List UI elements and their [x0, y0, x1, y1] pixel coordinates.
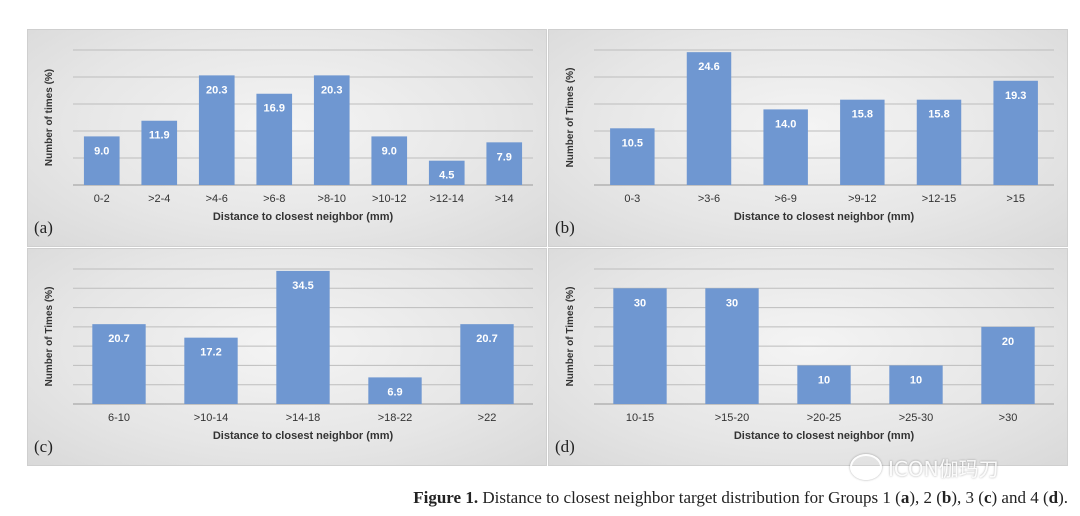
- x-axis-label: Distance to closest neighbor (mm): [213, 430, 394, 442]
- chart-panel-d: 30 10-15 30 >15-20 10 >20-25 10 >25-30 20 >30 Dist…: [548, 248, 1068, 466]
- y-axis-label: Number of Times (%): [565, 68, 576, 168]
- data-label: 15.8: [852, 109, 873, 121]
- bar->25-30: [889, 365, 943, 404]
- y-axis-label: Number of Times (%): [565, 287, 576, 387]
- bar->12-15: [916, 99, 962, 185]
- x-axis-label: Distance to closest neighbor (mm): [734, 211, 915, 223]
- bar->9-12: [840, 99, 885, 185]
- bar->14: [486, 142, 523, 185]
- figure-caption: Figure 1. Distance to closest neighbor t…: [413, 488, 1068, 507]
- data-label: 9.0: [94, 145, 109, 157]
- watermark-text: ICON伽玛刀: [888, 456, 999, 481]
- data-label: 30: [726, 297, 738, 309]
- data-label: 19.3: [1005, 90, 1026, 102]
- bar-0-3: [610, 128, 655, 185]
- tick-label: 0-3: [624, 193, 640, 205]
- data-label: 17.2: [200, 347, 221, 359]
- bar->22: [460, 324, 514, 404]
- bar->10-14: [184, 337, 238, 404]
- data-label: 6.9: [387, 386, 402, 398]
- tick-label: >3-6: [698, 193, 720, 205]
- tick-label: >14: [495, 193, 514, 205]
- data-label: 14.0: [775, 118, 796, 130]
- tick-label: >15: [1006, 193, 1025, 205]
- bar->6-8: [256, 93, 293, 185]
- bar->15: [993, 80, 1038, 185]
- tick-label: >14-18: [286, 412, 321, 424]
- tick-label: >20-25: [807, 412, 842, 424]
- data-label: 16.9: [264, 103, 285, 115]
- data-label: 10.5: [622, 137, 643, 149]
- wechat-icon: [850, 454, 882, 480]
- bar-10-15: [613, 288, 667, 404]
- panel-label-c: (c): [34, 437, 53, 456]
- tick-label: >10-12: [372, 193, 407, 205]
- chart-panel-a: 9.0 0-2 11.9 >2-4 20.3 >4-6 16.9 >6-8 20.3 >8-10 9…: [27, 29, 547, 247]
- data-label: 10: [910, 374, 922, 386]
- chart-panel-c: 20.7 6-10 17.2 >10-14 34.5 >14-18 6.9 >18-22 20.…: [27, 248, 547, 466]
- bar->18-22: [368, 377, 422, 404]
- tick-label: >30: [999, 412, 1018, 424]
- tick-label: 10-15: [626, 412, 654, 424]
- chart-panel-b: 10.5 0-3 24.6 >3-6 14.0 >6-9 15.8 >9-12 15.8 >12-…: [548, 29, 1068, 247]
- x-axis-label: Distance to closest neighbor (mm): [734, 430, 915, 442]
- bar-6-10: [92, 324, 146, 404]
- tick-label: 0-2: [94, 193, 110, 205]
- tick-label: >6-9: [775, 193, 797, 205]
- y-axis-label: Number of times (%): [44, 69, 55, 166]
- tick-label: >12-15: [922, 193, 957, 205]
- bar->10-12: [371, 136, 408, 185]
- data-label: 20: [1002, 336, 1014, 348]
- bar->3-6: [686, 52, 732, 185]
- data-label: 11.9: [149, 130, 170, 142]
- bar->14-18: [276, 270, 330, 404]
- watermark: ICON伽玛刀: [850, 452, 999, 482]
- chart-b: 10.5 0-3 24.6 >3-6 14.0 >6-9 15.8 >9-12 15.8 >12-…: [565, 49, 1054, 223]
- data-label: 15.8: [928, 109, 949, 121]
- data-label: 30: [634, 297, 646, 309]
- chart-c: 20.7 6-10 17.2 >10-14 34.5 >14-18 6.9 >18-22 20.…: [44, 268, 533, 442]
- panel-label-b: (b): [555, 218, 575, 237]
- data-label: 7.9: [497, 151, 512, 163]
- tick-label: 6-10: [108, 412, 130, 424]
- data-label: 20.3: [206, 84, 227, 96]
- chart-d: 30 10-15 30 >15-20 10 >20-25 10 >25-30 20 >30 Dist…: [565, 268, 1054, 442]
- tick-label: >4-6: [206, 193, 228, 205]
- bar->6-9: [763, 109, 808, 185]
- tick-label: >8-10: [318, 193, 346, 205]
- tick-label: >6-8: [263, 193, 285, 205]
- bar-0-2: [83, 136, 120, 185]
- data-label: 24.6: [698, 61, 719, 73]
- data-label: 4.5: [439, 170, 454, 182]
- data-label: 34.5: [292, 280, 313, 292]
- data-label: 20.7: [108, 333, 129, 345]
- panel-label-a: (a): [34, 218, 53, 237]
- tick-label: >9-12: [848, 193, 876, 205]
- bar->2-4: [141, 120, 178, 185]
- data-label: 9.0: [382, 145, 397, 157]
- tick-label: >15-20: [715, 412, 750, 424]
- x-axis-label: Distance to closest neighbor (mm): [213, 211, 394, 223]
- tick-label: >25-30: [899, 412, 934, 424]
- data-label: 20.3: [321, 84, 342, 96]
- tick-label: >2-4: [148, 193, 170, 205]
- y-axis-label: Number of Times (%): [44, 287, 55, 387]
- bar->8-10: [313, 75, 350, 185]
- tick-label: >22: [478, 412, 497, 424]
- data-label: 10: [818, 374, 830, 386]
- caption-label: Figure 1.: [413, 488, 479, 507]
- tick-label: >12-14: [429, 193, 464, 205]
- panel-label-d: (d): [555, 437, 575, 456]
- bar->15-20: [705, 288, 759, 404]
- data-label: 20.7: [476, 333, 497, 345]
- tick-label: >10-14: [194, 412, 229, 424]
- bar->4-6: [198, 75, 235, 185]
- chart-a: 9.0 0-2 11.9 >2-4 20.3 >4-6 16.9 >6-8 20.3 >8-10 9…: [44, 49, 533, 223]
- bar->20-25: [797, 365, 851, 404]
- tick-label: >18-22: [378, 412, 413, 424]
- bar->12-14: [428, 160, 465, 185]
- bar->30: [981, 326, 1035, 404]
